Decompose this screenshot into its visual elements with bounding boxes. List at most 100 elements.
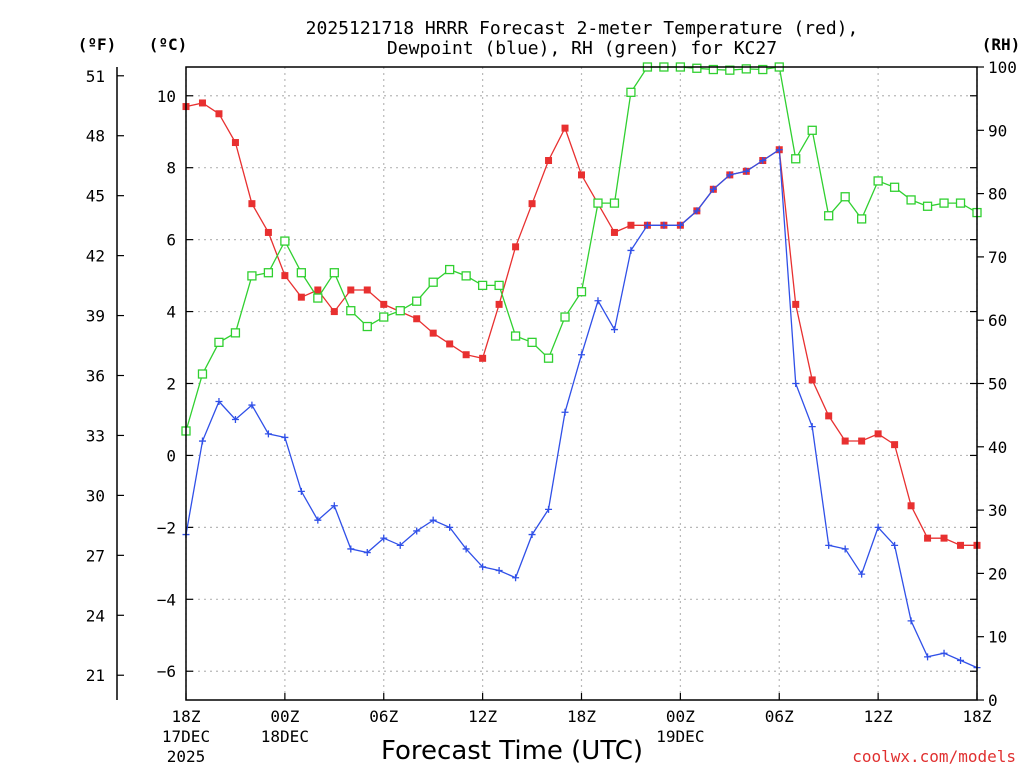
dewpoint-point [709,185,717,193]
dewpoint-point [314,516,322,524]
temperature-point [907,502,915,510]
rh-tick-label: 0 [988,691,998,710]
rh-point [889,182,900,192]
temperature-point [462,351,470,359]
chart-title-line1: 2025121718 HRRR Forecast 2-meter Tempera… [306,18,859,39]
rh-point [428,277,438,287]
temperature-point [627,221,635,229]
temperature-point [940,534,948,542]
dewpoint-point [578,351,585,359]
rh-tick-label: 60 [988,311,1007,330]
rh-point [560,312,570,322]
dewpoint-point [215,397,223,405]
temperature-point [891,441,899,449]
rh-tick-label: 90 [988,121,1007,140]
dewpoint-point [726,171,734,179]
rh-tick-label: 70 [988,248,1007,267]
dewpoint-point [693,207,701,215]
time-tick-label: 18Z [172,707,201,726]
rh-point [510,331,521,341]
temperature-point [924,534,932,542]
temperature-point [429,329,437,337]
dewpoint-point [874,523,882,531]
temperature-point [248,200,256,208]
dewpoint-point [495,567,503,575]
celsius-tick-label: −4 [157,590,176,609]
x-axis-title: Forecast Time (UTC) [381,736,643,766]
fahrenheit-tick-label: 45 [86,187,105,206]
dewpoint-point [610,326,618,334]
fahrenheit-tick-label: 24 [86,606,105,625]
dewpoint-point [429,516,437,524]
dewpoint-point [825,541,833,549]
rh-point [477,280,488,291]
celsius-axis: −6 −4 −2 0 2 4 6 8 10 [157,87,977,681]
temperature-point [281,272,289,280]
rh-point [758,64,768,75]
dewpoint-point [841,545,849,553]
temperature-point [264,228,272,236]
rh-point [346,306,356,316]
temperature-point [297,293,305,301]
rh-point [593,198,603,208]
rh-point [741,64,751,74]
dewpoint-point [462,545,470,553]
dewpoint-point [380,534,388,542]
temperature-point [231,139,239,147]
rh-point [955,198,966,208]
dewpoint-point [643,221,651,229]
temperature-point [363,286,371,294]
time-tick-label: 06Z [369,707,398,726]
plot-frame [185,66,978,701]
temperature-point [314,286,322,294]
fahrenheit-tick-label: 48 [86,127,105,146]
dewpoint-point [759,157,767,165]
fahrenheit-tick-label: 42 [86,247,105,266]
temperature-point [578,171,585,179]
credit-text: coolwx.com/models [852,747,1016,766]
dewpoint-point [792,380,800,387]
temperature-point [825,412,833,420]
rh-point [824,211,834,221]
dewpoint-point [545,505,553,513]
dewpoint-point [775,146,783,154]
rh-point [362,321,372,332]
temperature-point [380,300,388,308]
fahrenheit-tick-label: 30 [86,486,105,505]
temperature-point [495,300,503,308]
temperature-point [446,340,454,348]
dewpoint-point [198,437,206,445]
celsius-tick-label: 4 [166,303,176,322]
rh-point [527,337,537,348]
fahrenheit-tick-label: 27 [86,546,105,565]
rh-tick-label: 80 [988,185,1007,204]
time-tick-date: 18DEC [261,727,309,746]
temperature-point [610,228,618,236]
dewpoint-point [907,617,915,625]
dewpoint-point [396,541,404,549]
dewpoint-point [676,221,684,229]
rh-unit-label: (RH) [982,35,1021,54]
rh-point [412,296,422,306]
rh-tick-label: 10 [988,628,1007,647]
time-tick-date: 19DEC [656,727,704,746]
fahrenheit-tick-label: 39 [86,307,105,326]
temperature-point [561,124,569,132]
dewpoint-point [413,527,421,535]
rh-point [197,369,208,379]
celsius-tick-label: 2 [166,375,176,394]
fahrenheit-tick-label: 36 [86,367,105,386]
rh-tick-label: 20 [988,564,1007,583]
dewpoint-point [281,433,289,441]
time-tick-label: 12Z [468,707,497,726]
rh-point [609,198,620,208]
rh-point [840,192,850,202]
rh-point [939,198,949,208]
dewpoint-point [231,415,239,423]
temperature-point [413,315,421,323]
rh-point [494,280,504,291]
rh-point [791,154,801,164]
rh-point [280,236,290,246]
dewpoint-point [808,423,816,431]
